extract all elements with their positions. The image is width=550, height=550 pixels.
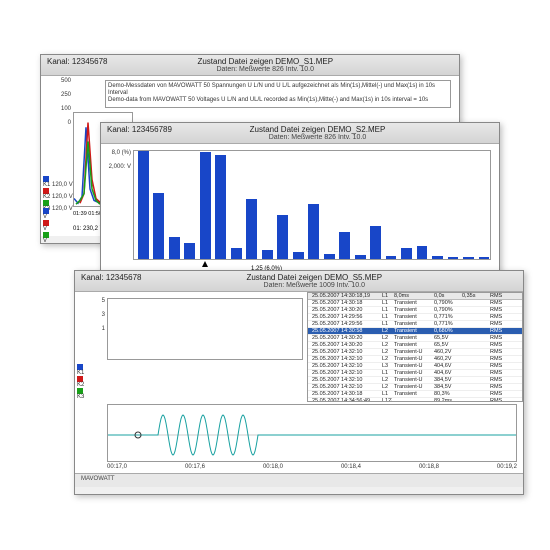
zustand-1: Zustand Datei zeigen DEMO_S1.MEP xyxy=(197,57,333,66)
kanal-1: Kanal: 12345678 xyxy=(47,57,108,66)
banner-1: Demo-Messdaten von MAVOWATT 50 Spannunge… xyxy=(105,80,451,108)
legend-3: K1K2K3 xyxy=(77,364,85,400)
kanal-2: Kanal: 123456789 xyxy=(107,125,172,134)
bar-chart-2 xyxy=(133,150,491,260)
window-demo-s5: Kanal: 12345678 Zustand Datei zeigen DEM… xyxy=(74,270,524,495)
zustand-2: Zustand Datei zeigen DEMO_S2.MEP xyxy=(250,125,386,134)
datum-1: Daten: Meßwerte 826 Intv. 10.0 xyxy=(197,66,333,73)
yticks-3: 531 xyxy=(77,298,105,340)
datum-2: Daten: Meßwerte 826 Intv. 10.0 xyxy=(250,134,386,141)
status-3: MAVOWATT xyxy=(75,473,523,487)
datum-3: Daten: Meßwerte 1009 Intv. 10.0 xyxy=(246,282,382,289)
titlebar-2[interactable]: Kanal: 123456789 Zustand Datei zeigen DE… xyxy=(101,123,499,144)
waveform-chart xyxy=(107,404,517,462)
xticks-3: 00:17,000:17,600:18,000:18,400:18,800:19… xyxy=(107,464,517,470)
event-table[interactable]: 25.05.2007 14:30:18,19L18,0ms0,0s0,35sRM… xyxy=(307,292,523,402)
top-chart-3 xyxy=(107,298,303,360)
legend-1b: VVV xyxy=(43,208,51,244)
zustand-3: Zustand Datei zeigen DEMO_S5.MEP xyxy=(246,273,382,282)
legend-1a: K1 120,0 VK2 120,0 VK3 120,0 V xyxy=(43,176,73,212)
yticks-1: 5002501000 xyxy=(43,78,71,134)
kanal-3: Kanal: 12345678 xyxy=(81,273,142,282)
titlebar-3[interactable]: Kanal: 12345678 Zustand Datei zeigen DEM… xyxy=(75,271,523,292)
yticks-2: 8,0 (%)2,000: V xyxy=(103,150,131,178)
titlebar-1[interactable]: Kanal: 12345678 Zustand Datei zeigen DEM… xyxy=(41,55,459,76)
